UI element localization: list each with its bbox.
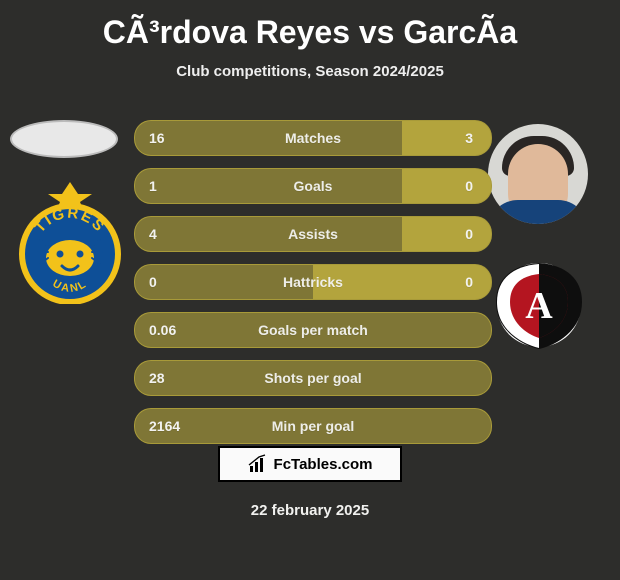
- stat-value-right: 0: [465, 178, 473, 194]
- stat-bar-fill: [135, 169, 402, 203]
- stat-value-right: 0: [465, 226, 473, 242]
- stat-value-left: 0.06: [149, 322, 176, 338]
- stat-bar-fill: [135, 121, 402, 155]
- stat-label: Goals per match: [258, 322, 368, 338]
- stat-bar: 4 Assists 0: [134, 216, 492, 252]
- stat-value-left: 0: [149, 274, 157, 290]
- stat-label: Hattricks: [283, 274, 343, 290]
- stat-label: Matches: [285, 130, 341, 146]
- club-badge-right: A: [486, 260, 592, 350]
- stat-bar: 1 Goals 0: [134, 168, 492, 204]
- player-avatar-left: [10, 120, 118, 158]
- stat-value-left: 4: [149, 226, 157, 242]
- stat-label: Goals: [294, 178, 333, 194]
- stat-value-right: 3: [465, 130, 473, 146]
- stat-bars: 16 Matches 3 1 Goals 0 4 Assists 0 0 Hattricks 0 0.0…: [134, 120, 492, 456]
- brand-box: FcTables.com: [218, 446, 402, 482]
- atlas-badge-icon: A: [486, 260, 592, 350]
- page-title: CÃ³rdova Reyes vs GarcÃ­a: [0, 0, 620, 51]
- stat-value-left: 16: [149, 130, 165, 146]
- stat-value-left: 28: [149, 370, 165, 386]
- stat-value-left: 2164: [149, 418, 180, 434]
- stat-bar: 0 Hattricks 0: [134, 264, 492, 300]
- stat-bar: 28 Shots per goal: [134, 360, 492, 396]
- stat-value-left: 1: [149, 178, 157, 194]
- player-avatar-right: [488, 124, 588, 224]
- footer-date: 22 february 2025: [251, 502, 369, 519]
- avatar-shoulders: [488, 200, 588, 224]
- stat-label: Shots per goal: [264, 370, 361, 386]
- tigres-badge-icon: TIGRES UANL: [18, 180, 122, 304]
- stat-label: Min per goal: [272, 418, 354, 434]
- stat-label: Assists: [288, 226, 338, 242]
- stat-bar-fill: [135, 217, 402, 251]
- stat-bar: 2164 Min per goal: [134, 408, 492, 444]
- club-badge-left: TIGRES UANL: [18, 180, 122, 304]
- stat-bar: 16 Matches 3: [134, 120, 492, 156]
- page-subtitle: Club competitions, Season 2024/2025: [0, 63, 620, 80]
- stat-value-right: 0: [465, 274, 473, 290]
- bar-chart-icon: [248, 454, 268, 474]
- stat-bar: 0.06 Goals per match: [134, 312, 492, 348]
- club-right-letter: A: [525, 285, 553, 327]
- brand-text: FcTables.com: [274, 456, 373, 473]
- comparison-infographic: CÃ³rdova Reyes vs GarcÃ­a Club competiti…: [0, 0, 620, 580]
